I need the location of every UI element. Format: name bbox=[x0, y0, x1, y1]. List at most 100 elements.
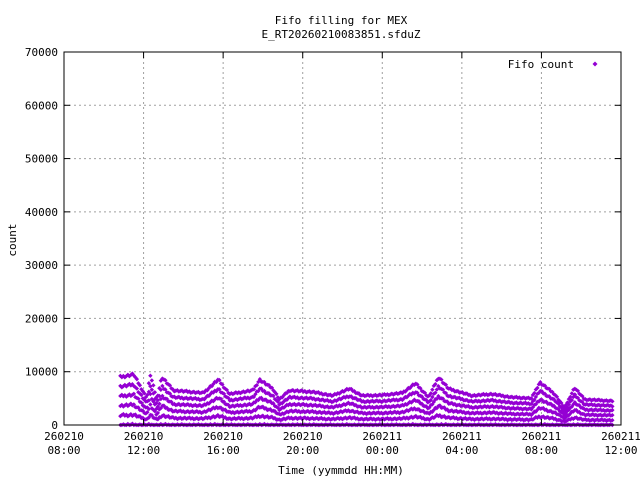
data-point bbox=[608, 403, 614, 408]
plot-frame bbox=[63, 51, 622, 426]
data-point bbox=[584, 407, 590, 412]
data-point bbox=[526, 395, 531, 400]
data-point bbox=[533, 402, 539, 407]
data-point bbox=[581, 406, 587, 411]
data-point bbox=[224, 395, 230, 400]
data-point bbox=[131, 383, 137, 389]
data-point bbox=[232, 404, 237, 409]
data-point bbox=[544, 399, 549, 404]
data-point bbox=[137, 413, 143, 419]
data-point bbox=[574, 394, 579, 400]
data-point bbox=[548, 408, 554, 414]
data-point bbox=[542, 383, 548, 388]
data-point bbox=[157, 386, 162, 391]
data-point bbox=[575, 395, 581, 401]
data-point bbox=[229, 410, 234, 416]
data-point bbox=[133, 412, 138, 417]
data-point bbox=[415, 382, 420, 387]
data-point bbox=[526, 401, 531, 406]
data-point bbox=[571, 402, 576, 407]
data-point bbox=[536, 405, 542, 411]
x-tick-label-date: 260210 bbox=[203, 430, 243, 443]
data-point bbox=[524, 417, 530, 422]
data-point bbox=[244, 408, 249, 413]
data-point bbox=[211, 405, 216, 410]
data-point bbox=[589, 402, 594, 407]
data-point bbox=[515, 405, 521, 411]
data-point bbox=[139, 392, 144, 398]
data-point bbox=[577, 398, 582, 403]
data-point bbox=[530, 392, 536, 398]
data-point bbox=[601, 407, 606, 413]
data-point bbox=[155, 398, 161, 403]
data-point bbox=[523, 406, 528, 411]
data-point bbox=[562, 416, 567, 421]
data-point bbox=[563, 419, 569, 424]
data-point bbox=[565, 408, 570, 414]
data-point bbox=[205, 408, 210, 413]
data-point bbox=[241, 417, 246, 422]
data-point bbox=[128, 393, 134, 399]
data-point bbox=[593, 407, 599, 412]
x-tick-label-date: 260211 bbox=[601, 430, 640, 443]
data-point bbox=[547, 386, 552, 392]
data-point bbox=[586, 412, 591, 417]
data-point bbox=[160, 383, 165, 389]
data-point bbox=[610, 399, 615, 404]
data-point bbox=[533, 394, 539, 400]
data-point bbox=[551, 392, 557, 397]
data-point bbox=[209, 406, 215, 412]
data-point bbox=[155, 410, 161, 416]
data-point bbox=[143, 394, 149, 400]
data-point bbox=[433, 390, 438, 396]
data-point bbox=[254, 382, 260, 388]
data-point bbox=[553, 410, 558, 415]
data-point bbox=[134, 386, 140, 391]
data-point bbox=[542, 421, 548, 427]
data-point bbox=[530, 417, 536, 422]
data-point bbox=[601, 402, 606, 408]
data-point bbox=[244, 403, 249, 408]
data-point bbox=[577, 409, 582, 415]
data-point bbox=[574, 387, 579, 392]
data-point bbox=[187, 389, 192, 394]
data-point bbox=[520, 417, 525, 422]
data-point bbox=[572, 386, 578, 391]
data-point bbox=[557, 409, 563, 414]
data-point bbox=[554, 406, 560, 411]
data-point bbox=[514, 400, 519, 405]
data-point bbox=[610, 412, 615, 418]
data-point bbox=[175, 388, 180, 393]
data-point bbox=[550, 415, 555, 420]
data-point bbox=[179, 388, 185, 393]
data-point bbox=[524, 411, 530, 416]
data-point bbox=[572, 392, 578, 397]
data-point bbox=[211, 390, 216, 395]
data-point bbox=[205, 416, 210, 421]
data-point bbox=[233, 390, 239, 395]
data-point bbox=[158, 405, 164, 411]
data-point bbox=[164, 396, 170, 402]
data-point bbox=[157, 401, 162, 406]
data-point bbox=[173, 408, 179, 413]
data-point bbox=[553, 399, 558, 404]
data-point bbox=[610, 404, 615, 409]
data-point bbox=[178, 408, 183, 413]
data-point bbox=[185, 401, 191, 407]
data-point bbox=[238, 396, 243, 401]
data-point bbox=[529, 407, 534, 412]
data-point bbox=[128, 383, 134, 388]
data-point bbox=[551, 396, 557, 402]
data-point bbox=[538, 380, 543, 385]
data-point bbox=[547, 394, 552, 399]
data-point bbox=[559, 409, 564, 415]
data-point bbox=[566, 402, 572, 407]
data-point bbox=[568, 394, 573, 400]
data-point bbox=[556, 406, 561, 412]
data-point bbox=[167, 391, 173, 396]
data-point bbox=[239, 415, 245, 421]
data-point bbox=[166, 382, 171, 387]
x-tick-label-time: 12:00 bbox=[604, 444, 637, 457]
data-point bbox=[233, 403, 239, 408]
data-point bbox=[166, 413, 171, 419]
